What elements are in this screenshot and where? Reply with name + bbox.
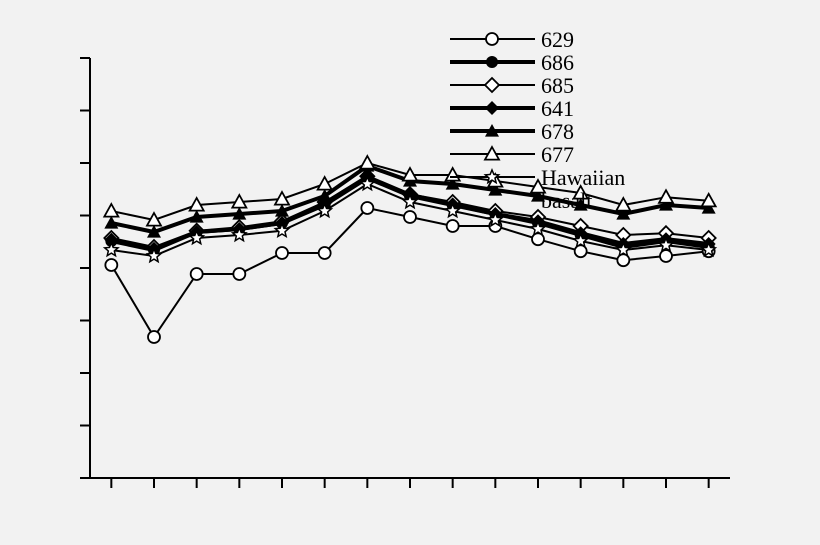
- legend-row-677: 677: [450, 143, 625, 166]
- legend-label-hawaiian-0: Hawaiian: [535, 167, 625, 189]
- legend-swatch-629: [450, 28, 535, 51]
- legend-swatch-678: [450, 120, 535, 143]
- legend-row-641: 641: [450, 97, 625, 120]
- line-chart: [0, 0, 820, 545]
- legend-swatch-686: [450, 51, 535, 74]
- legend-row-678: 678: [450, 120, 625, 143]
- legend-swatch-hawaiian: [450, 166, 535, 189]
- legend-swatch-hawaiian: [450, 189, 535, 212]
- legend: 629686685641678677Hawaiianbasalt: [450, 28, 625, 212]
- legend-label-641: 641: [535, 98, 574, 120]
- legend-label-678: 678: [535, 121, 574, 143]
- legend-swatch-677: [450, 143, 535, 166]
- legend-label-629: 629: [535, 29, 574, 51]
- legend-row-629: 629: [450, 28, 625, 51]
- chart-container: 629686685641678677Hawaiianbasalt: [0, 0, 820, 545]
- legend-row-686: 686: [450, 51, 625, 74]
- legend-row-685: 685: [450, 74, 625, 97]
- legend-label-686: 686: [535, 52, 574, 74]
- legend-label-685: 685: [535, 75, 574, 97]
- legend-swatch-641: [450, 97, 535, 120]
- legend-swatch-685: [450, 74, 535, 97]
- legend-label-677: 677: [535, 144, 574, 166]
- legend-row-hawaiian-1: basalt: [450, 189, 625, 212]
- legend-label-hawaiian-1: basalt: [535, 190, 592, 212]
- legend-row-hawaiian-0: Hawaiian: [450, 166, 625, 189]
